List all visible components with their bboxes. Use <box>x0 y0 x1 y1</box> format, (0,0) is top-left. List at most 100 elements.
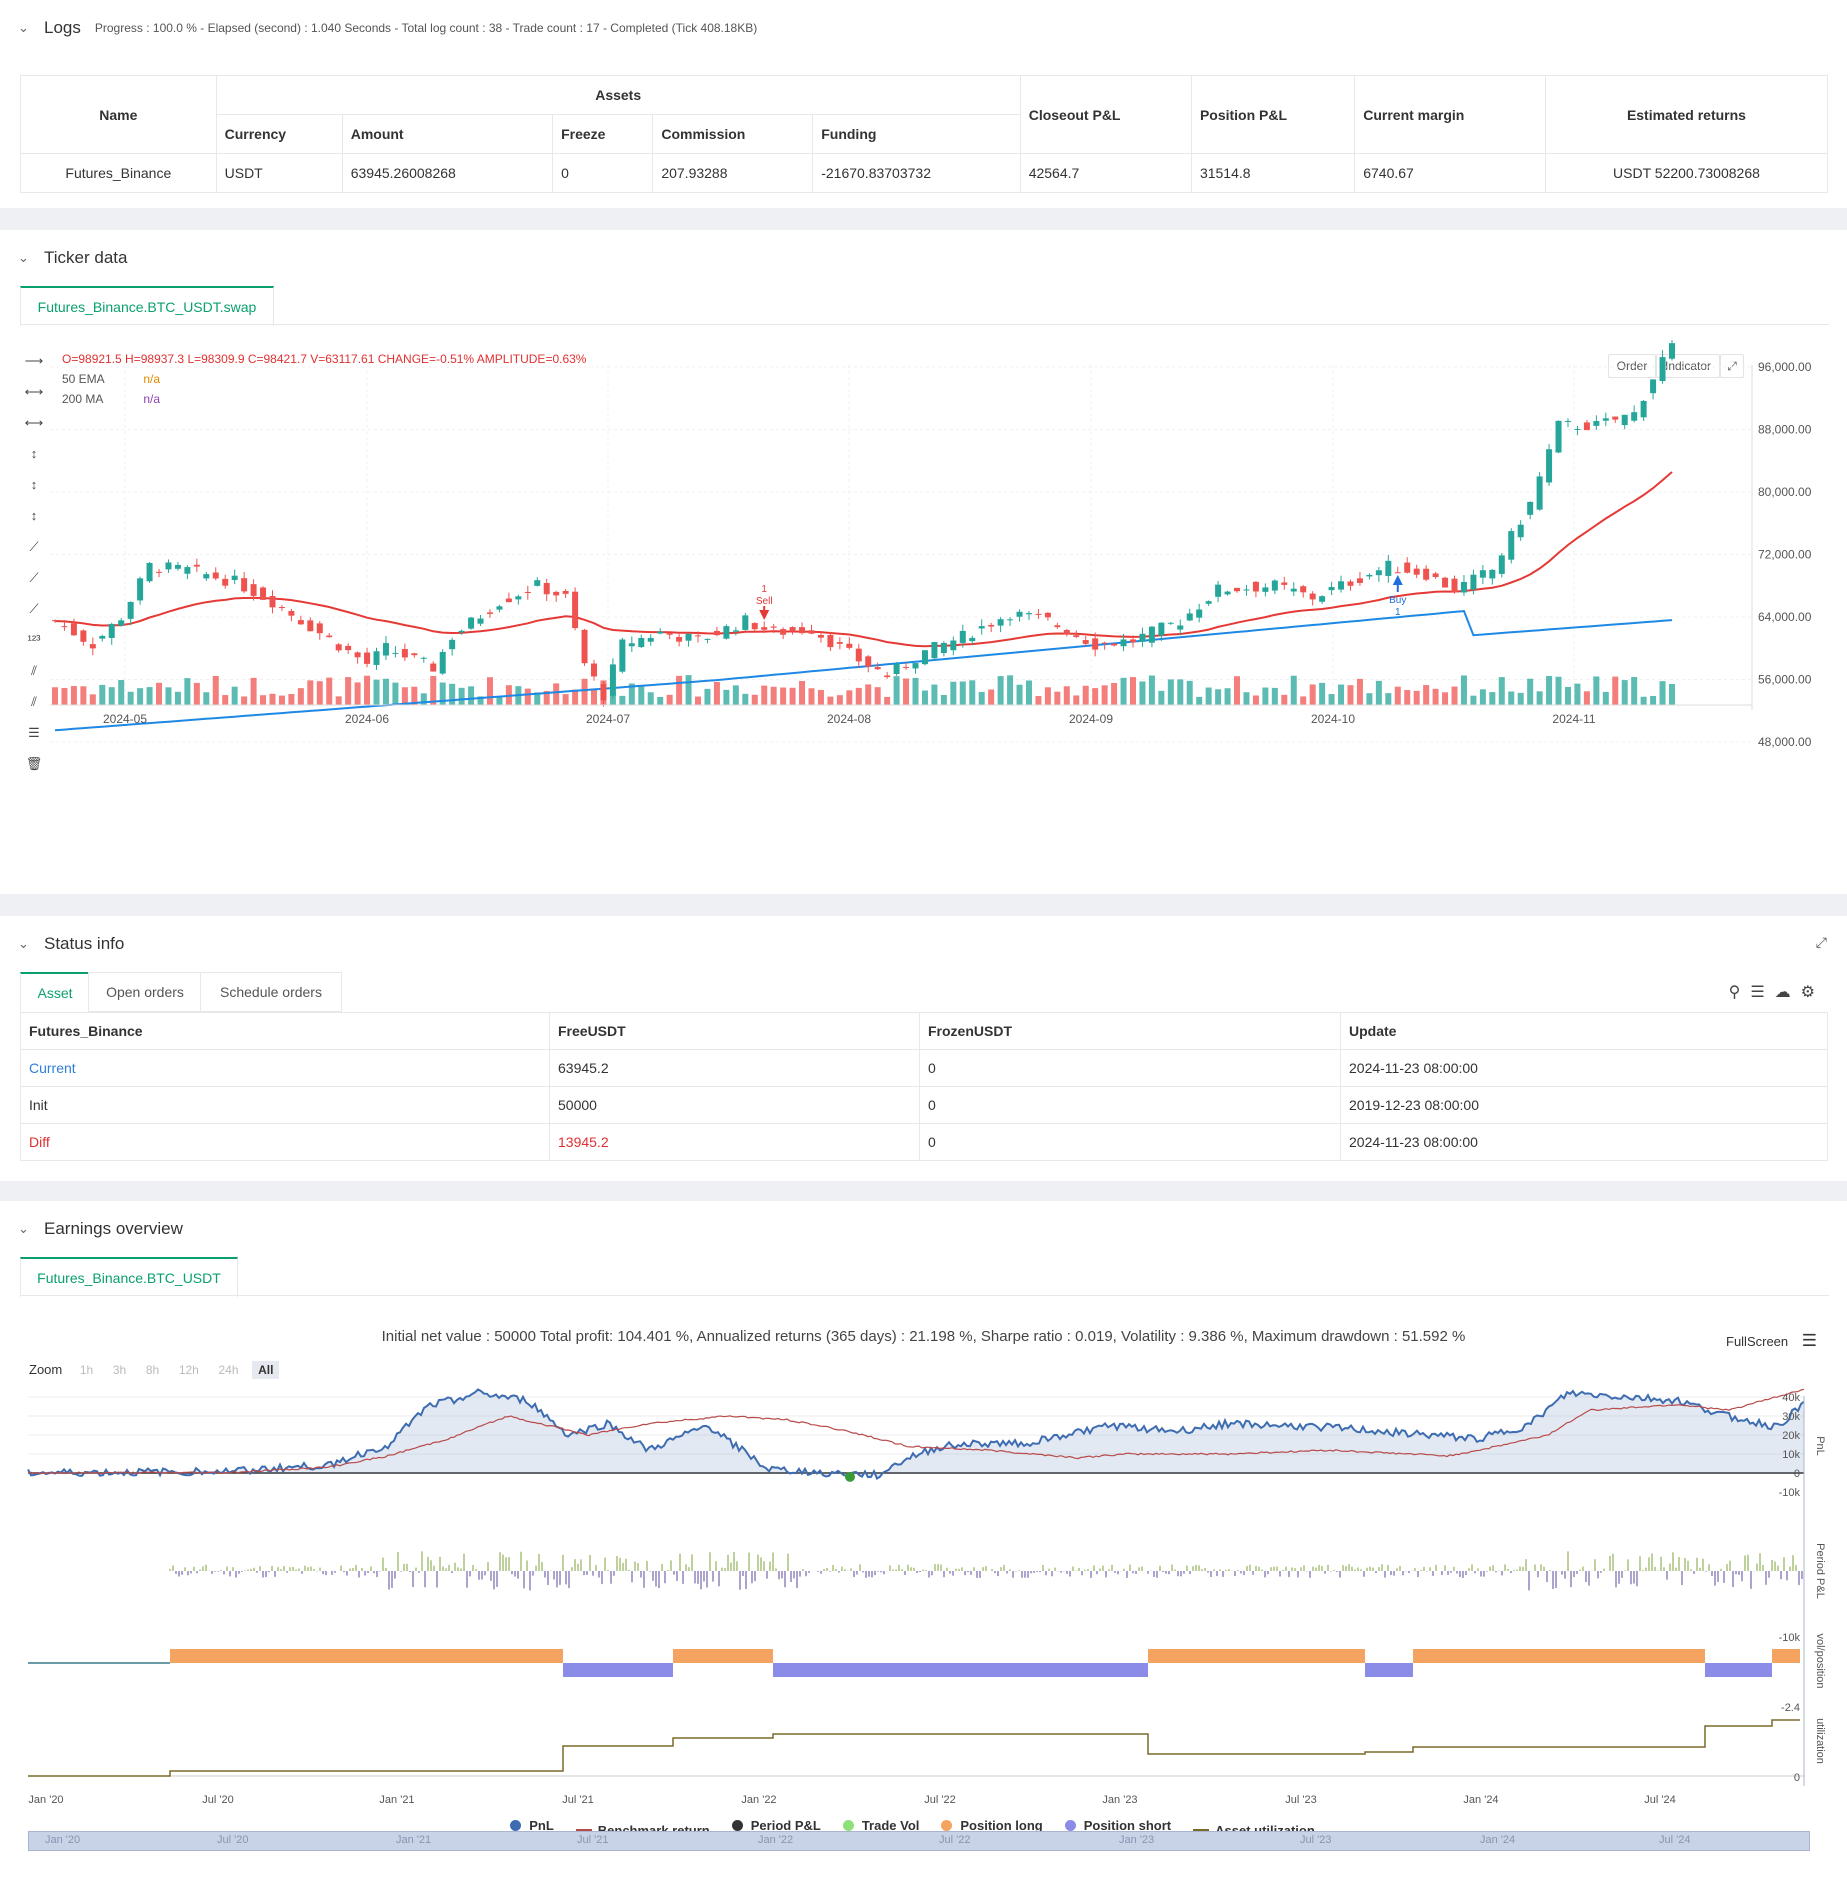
volume-bar <box>118 679 125 705</box>
legend-item[interactable]: Trade Vol <box>842 1818 919 1833</box>
cell-free: 63945.2 <box>549 1049 920 1087</box>
x-tick-label: Jan '22 <box>741 1794 776 1806</box>
pitchfork-icon[interactable]: ⫽ <box>31 694 37 709</box>
expand-icon[interactable]: ⤢ <box>1720 354 1744 378</box>
volume-bar <box>411 686 418 705</box>
candle-body <box>1196 609 1203 618</box>
volume-bar <box>713 682 720 705</box>
cloud-download-icon[interactable]: ☁ <box>1774 984 1801 1001</box>
volume-bar <box>1460 675 1467 705</box>
horizontal-segment-icon[interactable]: ⟷ <box>24 415 44 430</box>
vertical-line-icon[interactable]: ↕ <box>30 446 38 461</box>
fib-retracement-icon[interactable]: ☰ <box>28 725 40 740</box>
tab-earnings-symbol[interactable]: Futures_Binance.BTC_USDT <box>20 1257 238 1297</box>
position-short-bar <box>563 1663 673 1677</box>
col-exchange: Futures_Binance <box>20 1012 550 1050</box>
zoom-3h[interactable]: 3h <box>112 1363 127 1377</box>
candle-body <box>628 643 635 647</box>
candle-body <box>99 635 106 639</box>
chevron-down-icon[interactable]: ⌄ <box>18 250 29 265</box>
period-tick: -10k <box>1779 1632 1801 1644</box>
chevron-down-icon[interactable]: ⌄ <box>18 20 29 35</box>
row-label-current[interactable]: Current <box>20 1049 550 1087</box>
candle-body <box>1281 582 1288 585</box>
navigator-tick: Jul '23 <box>1300 1834 1332 1846</box>
candle-body <box>1489 569 1496 579</box>
volume-bar <box>260 695 267 705</box>
ticker-title: Ticker data <box>44 248 128 267</box>
candle-body <box>382 643 389 656</box>
logs-header[interactable]: ⌄ Logs Progress : 100.0 % - Elapsed (sec… <box>18 0 757 56</box>
x-tick-label: Jan '20 <box>28 1794 63 1806</box>
extended-line-icon[interactable]: ⟋ <box>29 601 39 616</box>
candle-body <box>278 606 285 608</box>
legend-item[interactable]: Position short <box>1064 1818 1172 1833</box>
parallel-channel-icon[interactable]: ⫽ <box>31 663 37 678</box>
volume-bar <box>439 682 446 705</box>
trash-icon[interactable]: 🗑 <box>25 756 43 771</box>
sell-arrow <box>759 610 770 620</box>
chevron-down-icon[interactable]: ⌄ <box>18 1221 29 1236</box>
volume-bar <box>931 684 938 705</box>
zoom-24h[interactable]: 24h <box>218 1363 239 1377</box>
trend-line-icon[interactable]: ⟋ <box>29 539 39 554</box>
chevron-down-icon[interactable]: ⌄ <box>18 936 29 951</box>
gear-icon[interactable]: ⚙ <box>1800 984 1825 1001</box>
status-header[interactable]: ⌄ Status info <box>18 916 124 972</box>
hamburger-icon[interactable]: ☰ <box>1801 1331 1818 1350</box>
vertical-ray-icon[interactable]: ↕ <box>30 477 38 492</box>
volume-bar <box>468 686 475 705</box>
ticker-header[interactable]: ⌄ Ticker data <box>18 230 127 286</box>
collapse-icon[interactable]: ⤢ <box>1815 934 1827 950</box>
tab-asset[interactable]: Asset <box>20 972 90 1012</box>
volume-bar <box>865 684 872 705</box>
volume-bar <box>278 695 285 705</box>
candle-body <box>326 635 333 638</box>
candle-body <box>534 580 541 586</box>
candle-body <box>562 590 569 594</box>
tab-open-orders[interactable]: Open orders <box>88 972 202 1012</box>
horizontal-ray-icon[interactable]: ⟶ <box>24 353 44 368</box>
legend-item[interactable]: Period P&L <box>731 1818 821 1833</box>
tab-ticker-symbol[interactable]: Futures_Binance.BTC_USDT.swap <box>20 286 274 326</box>
legend-item[interactable]: PnL <box>510 1818 554 1833</box>
cell-position: 31514.8 <box>1190 153 1356 193</box>
volume-bar <box>335 696 342 705</box>
earnings-header[interactable]: ⌄ Earnings overview <box>18 1201 183 1257</box>
search-icon[interactable]: ⚲ <box>1728 984 1751 1001</box>
volume-bar <box>430 675 437 705</box>
zoom-12h[interactable]: 12h <box>178 1363 199 1377</box>
candle-body <box>515 596 522 600</box>
candle-body <box>1555 420 1562 453</box>
x-tick-label: Jan '23 <box>1102 1794 1137 1806</box>
zoom-8h[interactable]: 8h <box>145 1363 160 1377</box>
y-tick-label: 48,000.00 <box>1758 735 1812 749</box>
ray-line-icon[interactable]: ⟋ <box>29 570 39 585</box>
candlestick-chart[interactable]: 104,000.0096,000.0088,000.0080,000.0072,… <box>0 340 1847 900</box>
candle-body <box>146 562 153 582</box>
candle-body <box>572 591 579 629</box>
volume-bar <box>1555 676 1562 705</box>
earnings-summary: Initial net value : 50000 Total profit: … <box>381 1328 1466 1345</box>
candle-body <box>222 578 229 586</box>
fullscreen-button[interactable]: FullScreen ☰ <box>1726 1331 1817 1351</box>
zoom-1h[interactable]: 1h <box>79 1363 94 1377</box>
tab-schedule-orders[interactable]: Schedule orders <box>200 972 342 1012</box>
order-button[interactable]: Order <box>1608 354 1656 378</box>
zoom-all[interactable]: All <box>252 1361 280 1379</box>
legend-label: Position short <box>1083 1818 1172 1833</box>
indicator-button[interactable]: Indicator <box>1656 354 1720 378</box>
horizontal-line-icon[interactable]: ⟷ <box>24 384 44 399</box>
vertical-segment-icon[interactable]: ↕ <box>30 508 38 523</box>
volume-bar <box>581 678 588 705</box>
volume-bar <box>420 693 427 705</box>
navigator-scrollbar[interactable]: Jan '20 Jul '20 Jan '21 Jul '21 Jan '22 Jul '… <box>28 1831 1810 1851</box>
legend-item[interactable]: Position long <box>941 1818 1043 1833</box>
menu-icon[interactable]: ☰ <box>1750 984 1775 1001</box>
candle-body <box>1413 568 1420 575</box>
pnl-area <box>28 1389 1804 1479</box>
legend-swatch <box>510 1820 522 1831</box>
volume-bar <box>695 696 702 705</box>
price-label-icon[interactable]: ¹²³ <box>27 632 41 647</box>
